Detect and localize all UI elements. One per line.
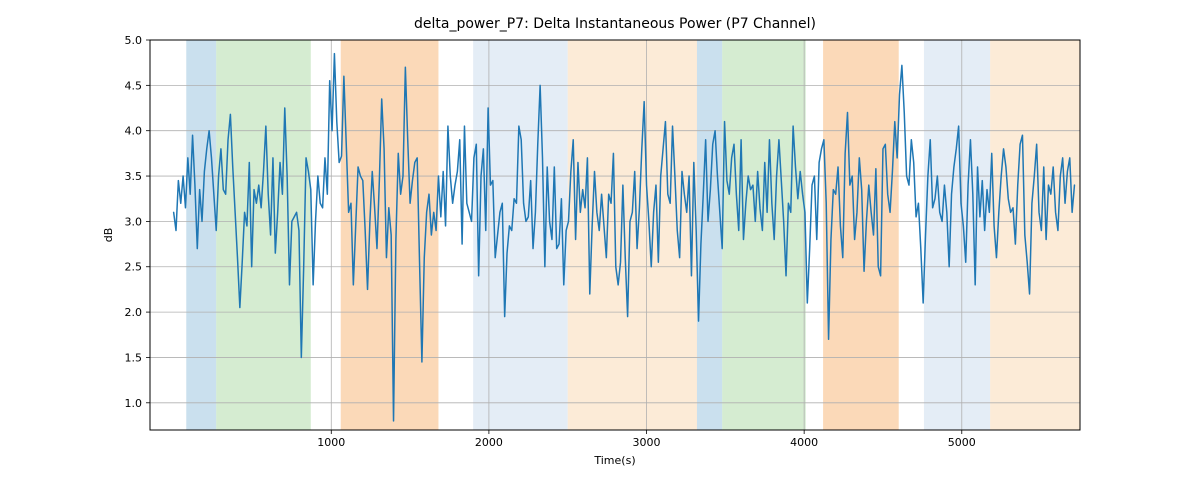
y-tick-label: 1.0 [125,397,143,410]
x-tick-label: 4000 [790,436,818,449]
x-tick-label: 3000 [633,436,661,449]
chart-container: 1000 2000 3000 4000 5000 1.0 1.5 2.0 2.5 3.0 3.5 4.… [0,0,1200,500]
y-tick-label: 3.0 [125,215,143,228]
band-region [722,40,806,430]
y-axis: 1.0 1.5 2.0 2.5 3.0 3.5 4.0 4.5 5.0 [125,34,151,410]
band-region [473,40,568,430]
band-region [924,40,990,430]
band-region [216,40,311,430]
band-region [990,40,1080,430]
x-axis: 1000 2000 3000 4000 5000 [317,430,976,449]
y-tick-label: 3.5 [125,170,143,183]
x-tick-label: 5000 [948,436,976,449]
y-tick-label: 4.5 [125,79,143,92]
y-tick-label: 2.0 [125,306,143,319]
y-tick-label: 4.0 [125,125,143,138]
band-region [823,40,899,430]
band-region [186,40,216,430]
y-tick-label: 5.0 [125,34,143,47]
y-axis-label: dB [102,228,115,243]
y-tick-label: 2.5 [125,261,143,274]
chart-svg: 1000 2000 3000 4000 5000 1.0 1.5 2.0 2.5 3.0 3.5 4.… [0,0,1200,500]
y-tick-label: 1.5 [125,351,143,364]
chart-title: delta_power_P7: Delta Instantaneous Powe… [414,16,816,32]
x-tick-label: 1000 [317,436,345,449]
x-axis-label: Time(s) [593,454,635,467]
x-tick-label: 2000 [475,436,503,449]
